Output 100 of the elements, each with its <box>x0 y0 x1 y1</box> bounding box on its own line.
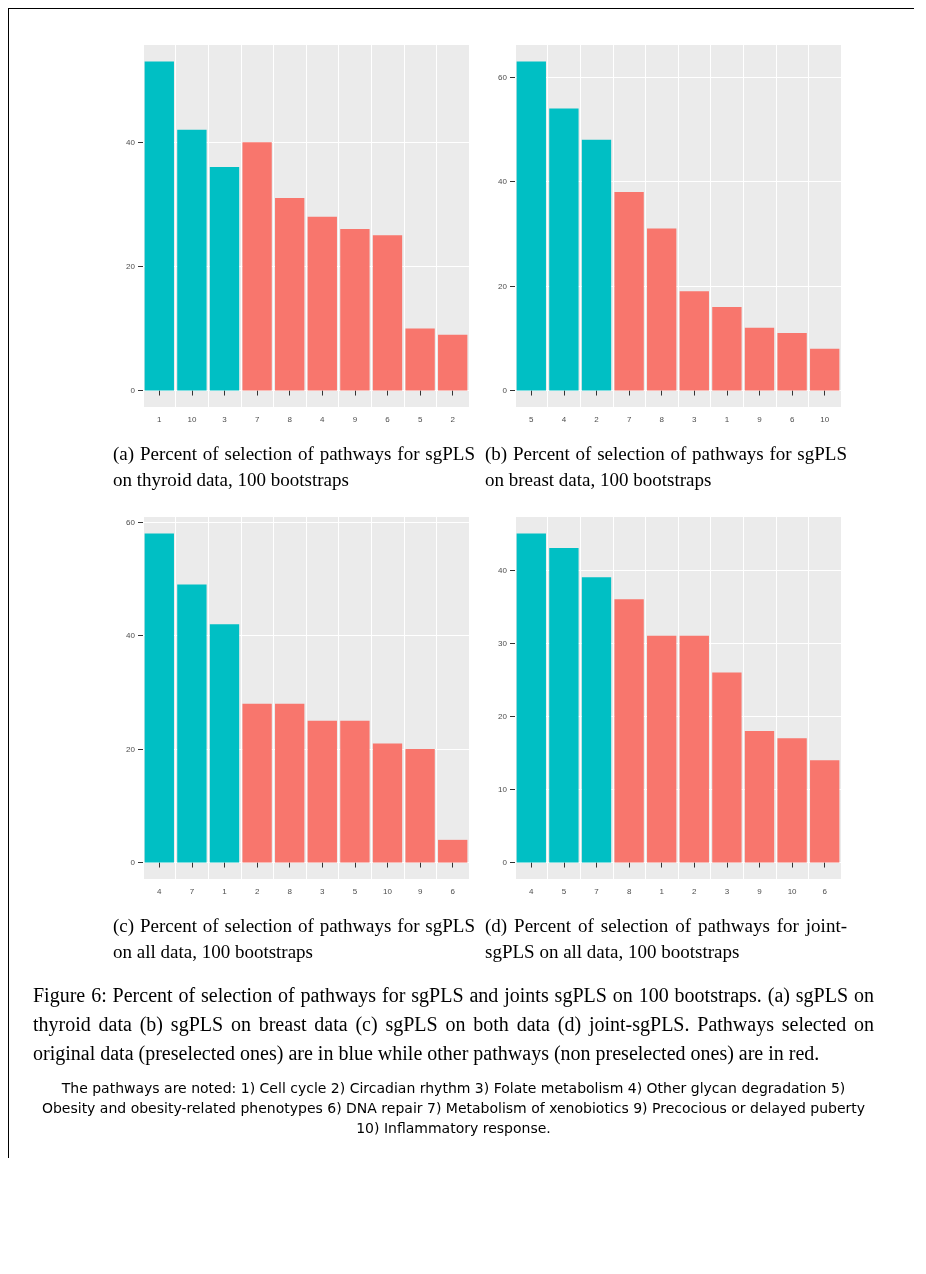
x-tick-label: 9 <box>352 414 358 424</box>
bar <box>679 635 709 863</box>
x-tick-label: 10 <box>187 414 197 424</box>
bar <box>744 730 775 863</box>
y-tick-label: 20 <box>498 281 508 291</box>
bar <box>275 703 305 863</box>
x-tick-label: 5 <box>417 414 423 424</box>
bar <box>581 577 612 863</box>
x-tick-label: 7 <box>254 414 260 424</box>
y-tick-label: 40 <box>126 631 136 641</box>
x-tick-label: 2 <box>254 886 260 896</box>
x-tick-label: 4 <box>529 886 535 896</box>
x-tick-label: 1 <box>222 886 228 896</box>
y-tick-label: 60 <box>498 72 508 82</box>
bar <box>777 738 807 863</box>
y-tick-label: 40 <box>126 137 136 147</box>
bar <box>438 839 468 863</box>
x-tick-label: 7 <box>626 414 632 424</box>
y-tick-label: 40 <box>498 565 508 575</box>
bar <box>307 216 337 391</box>
bar <box>307 720 337 863</box>
bar <box>144 533 174 863</box>
bar <box>647 228 677 391</box>
bar <box>810 348 840 391</box>
y-tick-label: 0 <box>502 858 508 868</box>
x-tick-label: 5 <box>561 886 567 896</box>
bar <box>438 334 468 391</box>
text: (a) Percent of selection of pathways for sgPLS on thyroid data, 100 bootstraps <box>113 442 475 492</box>
y-tick-label: 20 <box>126 744 136 754</box>
x-tick-label: 6 <box>385 414 391 424</box>
bar <box>679 291 709 391</box>
x-tick-label: 3 <box>724 886 730 896</box>
x-tick-label: 2 <box>594 414 600 424</box>
text: (d) Percent of selection of pathways for joint-sgPLS on all data, 100 bootstraps <box>485 914 847 964</box>
x-tick-label: 5 <box>352 886 358 896</box>
bar <box>614 599 644 863</box>
x-tick-label: 10 <box>787 886 798 896</box>
bar <box>744 327 775 391</box>
text: The pathways are noted: 1) Cell cycle 2) Circadian rhythm 3) Folate metabolism 4) Other glycan degradation 5) Obesity and obesity-related phenotypes 6) DNA repair 7) Metabolism of xenobiotics 9) Precocious or delayed puberty 10) Inflammatory response. <box>40 1079 867 1138</box>
bar <box>340 229 370 391</box>
x-tick-label: 9 <box>757 414 763 424</box>
x-tick-label: 7 <box>594 886 600 896</box>
text: (b) Percent of selection of pathways for sgPLS on breast data, 100 bootstraps <box>485 442 847 492</box>
bar <box>405 328 435 391</box>
text: (c) Percent of selection of pathways for sgPLS on all data, 100 bootstraps <box>113 914 475 964</box>
y-tick-label: 0 <box>130 386 136 396</box>
y-tick-label: 60 <box>126 517 136 527</box>
bar <box>372 743 403 863</box>
bar <box>647 635 677 863</box>
x-tick-label: 4 <box>320 414 326 424</box>
bar <box>242 703 272 863</box>
x-tick-label: 3 <box>692 414 698 424</box>
x-tick-label: 6 <box>450 886 456 896</box>
x-tick-label: 2 <box>450 414 456 424</box>
x-tick-label: 8 <box>287 886 293 896</box>
x-tick-label: 5 <box>529 414 535 424</box>
y-tick-label: 0 <box>502 386 508 396</box>
x-tick-label: 4 <box>157 886 163 896</box>
bar <box>777 333 807 391</box>
x-tick-label: 1 <box>157 414 163 424</box>
bar <box>810 760 840 863</box>
bar <box>209 624 240 863</box>
bar <box>177 584 207 863</box>
y-tick-label: 40 <box>498 177 508 187</box>
bar <box>242 142 272 391</box>
x-tick-label: 3 <box>320 886 326 896</box>
bar <box>340 720 370 863</box>
bar <box>177 129 207 391</box>
x-tick-label: 7 <box>189 886 195 896</box>
x-tick-label: 8 <box>287 414 293 424</box>
x-tick-label: 10 <box>383 886 393 896</box>
caption: Figure 6: Percent of selection of pathways for sgPLS and joints sgPLS on 100 bootstraps. (a) sgPLS on thyroid data (b) sgPLS on breast data (c) sgPLS on both data (d) joint-sgPLS. Pathways selected on original data (preselected ones) are in blue while other pathways (non preselected ones) are in red. <box>33 983 874 1067</box>
y-tick-label: 0 <box>130 858 136 868</box>
bar <box>549 548 579 863</box>
y-tick-label: 20 <box>498 711 508 721</box>
bar <box>275 198 305 391</box>
x-tick-label: 2 <box>692 886 698 896</box>
bar <box>144 61 174 391</box>
bar <box>549 108 579 391</box>
x-tick-label: 1 <box>724 414 730 424</box>
bar <box>614 192 644 391</box>
x-tick-label: 1 <box>659 886 665 896</box>
y-tick-label: 30 <box>498 638 508 648</box>
bar <box>581 139 612 391</box>
bar <box>516 61 546 391</box>
y-tick-label: 10 <box>498 784 508 794</box>
bar <box>712 306 742 391</box>
x-tick-label: 10 <box>820 414 830 424</box>
x-tick-label: 3 <box>222 414 228 424</box>
bar <box>516 533 546 863</box>
x-tick-label: 8 <box>659 414 665 424</box>
x-tick-label: 9 <box>757 886 763 896</box>
x-tick-label: 4 <box>561 414 567 424</box>
x-tick-label: 9 <box>417 886 423 896</box>
bar <box>209 167 240 391</box>
y-tick-label: 20 <box>126 261 136 271</box>
x-tick-label: 6 <box>789 414 795 424</box>
bar <box>405 749 435 863</box>
x-tick-label: 6 <box>822 886 828 896</box>
x-tick-label: 8 <box>626 886 632 896</box>
